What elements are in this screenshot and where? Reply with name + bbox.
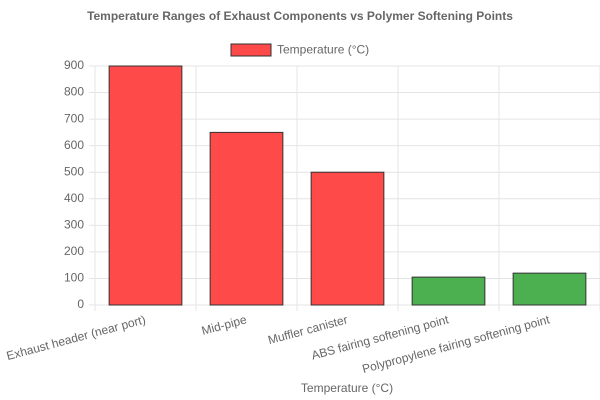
x-tick-label: Mid-pipe <box>200 312 248 338</box>
y-tick-label: 300 <box>64 218 84 232</box>
x-axis-title: Temperature (°C) <box>301 381 393 395</box>
y-tick-label: 0 <box>77 297 84 311</box>
y-tick-label: 200 <box>64 244 84 258</box>
x-tick-label: Exhaust header (near port) <box>5 312 147 363</box>
y-tick-label: 600 <box>64 138 84 152</box>
bar <box>209 131 284 306</box>
legend-swatch <box>230 43 272 57</box>
bar <box>512 272 587 306</box>
y-tick-label: 700 <box>64 111 84 125</box>
bar <box>108 65 183 306</box>
y-tick-label: 800 <box>64 85 84 99</box>
bar <box>310 171 385 306</box>
y-tick-label: 400 <box>64 191 84 205</box>
chart-title: Temperature Ranges of Exhaust Components… <box>87 9 513 23</box>
y-tick-label: 100 <box>64 271 84 285</box>
bar <box>411 276 486 306</box>
x-tick-label: Polypropylene fairing softening point <box>361 312 552 376</box>
y-tick-label: 900 <box>64 58 84 72</box>
y-tick-label: 500 <box>64 164 84 178</box>
legend-label: Temperature (°C) <box>277 43 369 57</box>
